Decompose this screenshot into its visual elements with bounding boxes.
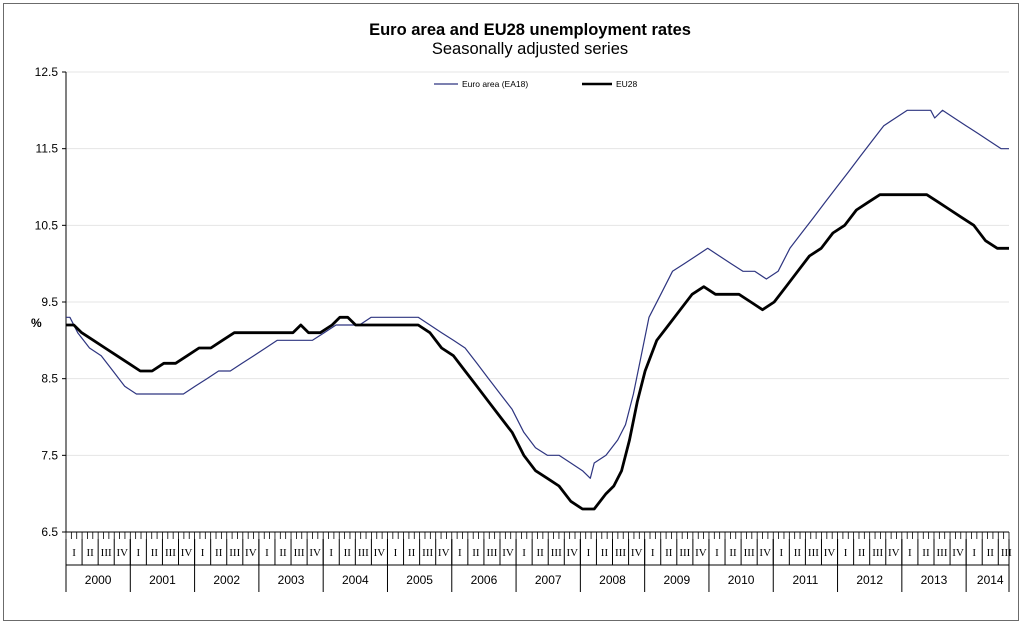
quarter-label: III bbox=[1001, 547, 1012, 559]
quarter-label: II bbox=[86, 547, 94, 559]
year-label: 2002 bbox=[213, 573, 240, 587]
quarter-label: IV bbox=[824, 547, 836, 559]
quarter-label: II bbox=[601, 547, 609, 559]
quarter-label: I bbox=[587, 547, 591, 559]
quarter-label: III bbox=[937, 547, 948, 559]
quarter-label: IV bbox=[374, 547, 386, 559]
year-label: 2011 bbox=[792, 573, 818, 587]
quarter-label: II bbox=[408, 547, 416, 559]
quarter-label: II bbox=[922, 547, 930, 559]
gridlines bbox=[66, 71, 1009, 456]
quarter-label: I bbox=[522, 547, 526, 559]
year-label: 2008 bbox=[599, 573, 626, 587]
quarter-label: IV bbox=[116, 547, 128, 559]
quarter-label: I bbox=[394, 547, 398, 559]
y-tick-label: 10.5 bbox=[35, 218, 59, 232]
quarter-label: I bbox=[844, 547, 848, 559]
chart-title: Euro area and EU28 unemployment rates bbox=[369, 21, 691, 39]
quarter-label: I bbox=[908, 547, 912, 559]
legend-label-eu28: EU28 bbox=[616, 79, 638, 89]
quarter-label: III bbox=[486, 547, 497, 559]
quarter-label: III bbox=[872, 547, 883, 559]
quarter-label: III bbox=[101, 547, 112, 559]
y-tick-label: 12.5 bbox=[35, 65, 59, 79]
quarter-label: III bbox=[229, 547, 240, 559]
year-label: 2006 bbox=[471, 573, 498, 587]
quarter-label: III bbox=[165, 547, 176, 559]
series-line-eu28 bbox=[66, 193, 1009, 511]
quarter-label: IV bbox=[181, 547, 193, 559]
year-label: 2010 bbox=[728, 573, 755, 587]
quarter-label: II bbox=[279, 547, 287, 559]
quarter-label: I bbox=[72, 547, 76, 559]
quarter-label: III bbox=[808, 547, 819, 559]
quarter-label: I bbox=[651, 547, 655, 559]
quarter-label: III bbox=[551, 547, 562, 559]
quarter-label: IV bbox=[309, 547, 321, 559]
quarter-label: II bbox=[215, 547, 223, 559]
year-label: 2000 bbox=[85, 573, 112, 587]
y-axis: 12.5 11.5 10.5 9.5 8.5 7.5 6.5 bbox=[35, 65, 67, 539]
quarter-label: I bbox=[265, 547, 269, 559]
quarter-label: I bbox=[201, 547, 205, 559]
quarter-label: I bbox=[329, 547, 333, 559]
quarter-label: IV bbox=[502, 547, 514, 559]
quarter-label: I bbox=[972, 547, 976, 559]
year-label: 2014 bbox=[977, 573, 1004, 587]
y-tick-label: 9.5 bbox=[41, 295, 58, 309]
quarter-label: I bbox=[136, 547, 140, 559]
series-lines bbox=[66, 109, 1009, 511]
legend-label-ea18: Euro area (EA18) bbox=[462, 79, 528, 89]
y-tick-label: 8.5 bbox=[41, 372, 58, 386]
quarter-label: I bbox=[715, 547, 719, 559]
quarter-label: IV bbox=[631, 547, 643, 559]
quarter-label: II bbox=[665, 547, 673, 559]
year-label: 2012 bbox=[856, 573, 883, 587]
quarter-label: II bbox=[794, 547, 802, 559]
year-label: 2013 bbox=[921, 573, 948, 587]
year-label: 2007 bbox=[535, 573, 562, 587]
quarter-label: II bbox=[729, 547, 737, 559]
quarter-label: IV bbox=[245, 547, 257, 559]
quarter-label: IV bbox=[695, 547, 707, 559]
quarter-label: III bbox=[294, 547, 305, 559]
year-label: 2003 bbox=[278, 573, 305, 587]
y-tick-label: 11.5 bbox=[36, 142, 59, 156]
year-label: 2004 bbox=[342, 573, 369, 587]
legend: Euro area (EA18) EU28 bbox=[434, 79, 638, 89]
year-label: 2009 bbox=[663, 573, 690, 587]
quarter-label: IV bbox=[438, 547, 450, 559]
year-label: 2005 bbox=[406, 573, 433, 587]
y-tick-label: 7.5 bbox=[41, 448, 58, 462]
quarter-label: III bbox=[358, 547, 369, 559]
quarter-label: II bbox=[987, 547, 995, 559]
quarter-label: II bbox=[472, 547, 480, 559]
quarter-label: IV bbox=[567, 547, 579, 559]
quarter-label: II bbox=[151, 547, 159, 559]
quarter-label: I bbox=[458, 547, 462, 559]
quarter-label: IV bbox=[952, 547, 964, 559]
quarter-label: IV bbox=[759, 547, 771, 559]
series-line-ea18 bbox=[66, 109, 1009, 479]
year-label: 2001 bbox=[149, 573, 176, 587]
quarter-label: II bbox=[858, 547, 866, 559]
quarter-label: IV bbox=[888, 547, 900, 559]
quarter-label: III bbox=[679, 547, 690, 559]
y-axis-unit-label: % bbox=[31, 316, 42, 330]
y-tick-label: 6.5 bbox=[41, 525, 58, 539]
chart-frame bbox=[3, 3, 1019, 621]
quarter-label: III bbox=[744, 547, 755, 559]
quarter-label: I bbox=[779, 547, 783, 559]
quarter-label: III bbox=[615, 547, 626, 559]
quarter-label: III bbox=[422, 547, 433, 559]
quarter-label: II bbox=[537, 547, 545, 559]
chart-subtitle: Seasonally adjusted series bbox=[431, 40, 629, 58]
quarter-label: II bbox=[344, 547, 352, 559]
